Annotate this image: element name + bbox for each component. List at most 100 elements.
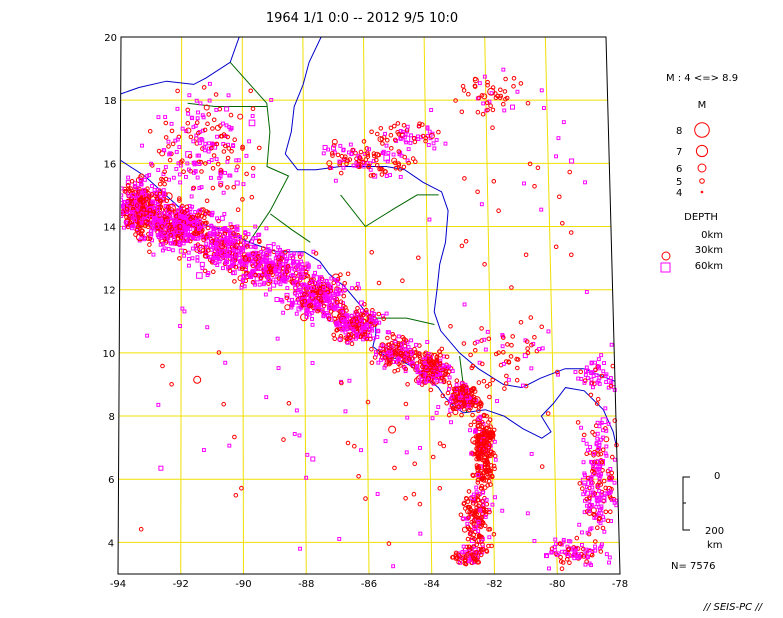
event-intermediate [284, 292, 290, 298]
event-intermediate [274, 297, 280, 302]
event-shallow [392, 369, 397, 374]
event-intermediate [239, 285, 244, 290]
event-intermediate [166, 139, 171, 144]
event-shallow [225, 155, 231, 161]
event-intermediate [336, 281, 341, 286]
event-shallow [608, 383, 614, 389]
event-intermediate [304, 475, 309, 480]
event-intermediate [376, 360, 381, 365]
event-shallow [237, 113, 244, 120]
country-border [187, 102, 267, 107]
event-intermediate [205, 255, 210, 259]
event-shallow [467, 399, 473, 405]
event-intermediate [295, 259, 300, 264]
event-shallow [435, 362, 440, 368]
event-intermediate [182, 224, 187, 229]
event-intermediate [418, 531, 423, 536]
event-intermediate [192, 222, 196, 226]
event-intermediate [319, 275, 324, 280]
event-intermediate [176, 230, 181, 235]
event-intermediate [257, 282, 262, 287]
event-intermediate [271, 277, 276, 282]
event-shallow [393, 350, 399, 356]
event-shallow [478, 485, 484, 491]
event-shallow [343, 305, 348, 310]
event-intermediate [224, 123, 229, 128]
event-intermediate [383, 131, 387, 136]
event-shallow [567, 560, 572, 566]
event-intermediate [166, 236, 171, 241]
event-shallow [469, 552, 475, 557]
event-shallow [368, 173, 374, 178]
event-intermediate [305, 284, 310, 289]
event-intermediate [476, 415, 482, 421]
event-intermediate [180, 126, 185, 131]
event-shallow [331, 138, 338, 145]
event-shallow [235, 164, 240, 169]
event-shallow [470, 535, 475, 541]
event-intermediate [156, 168, 161, 172]
event-intermediate [447, 375, 452, 380]
event-intermediate [156, 206, 160, 211]
event-intermediate [171, 220, 176, 224]
event-shallow [400, 278, 405, 284]
event-intermediate [593, 360, 597, 365]
event-intermediate [247, 253, 252, 258]
event-intermediate [601, 435, 606, 440]
event-intermediate [386, 350, 391, 355]
event-intermediate [177, 240, 182, 245]
event-intermediate [402, 135, 407, 140]
event-shallow [173, 213, 179, 219]
event-shallow [218, 133, 224, 139]
event-shallow [202, 268, 208, 274]
event-intermediate [583, 547, 589, 553]
event-intermediate [478, 508, 483, 513]
event-intermediate [167, 152, 172, 157]
event-intermediate [293, 285, 299, 291]
event-intermediate [589, 371, 593, 375]
event-shallow [564, 557, 570, 562]
event-intermediate [142, 237, 147, 242]
magnitude-label: 7 [676, 147, 682, 158]
event-shallow [466, 407, 472, 413]
event-shallow [393, 165, 399, 171]
event-intermediate [607, 491, 612, 496]
event-shallow [438, 353, 443, 358]
event-shallow [177, 198, 182, 203]
event-shallow [159, 150, 166, 157]
event-intermediate [587, 503, 593, 509]
earthquake-events [121, 67, 619, 572]
event-shallow [560, 560, 566, 565]
event-intermediate [604, 453, 609, 458]
lat-tick-label: 20 [104, 33, 117, 44]
event-shallow [490, 107, 496, 113]
event-intermediate [207, 141, 211, 146]
event-shallow [187, 238, 193, 244]
event-intermediate [178, 248, 184, 254]
event-shallow [225, 134, 230, 140]
event-shallow [473, 509, 479, 515]
lat-tick-label: 12 [103, 286, 116, 297]
event-intermediate [482, 337, 487, 342]
event-shallow [211, 153, 217, 158]
event-intermediate [130, 226, 134, 231]
event-intermediate [294, 311, 299, 316]
event-intermediate [596, 357, 601, 362]
event-intermediate [403, 369, 408, 374]
event-shallow [397, 166, 403, 172]
event-intermediate [549, 550, 554, 555]
event-shallow [361, 312, 366, 318]
event-shallow [284, 295, 290, 301]
event-shallow [354, 286, 359, 291]
event-intermediate [198, 101, 203, 106]
event-intermediate [174, 150, 179, 154]
event-intermediate [182, 212, 187, 217]
event-shallow [487, 417, 493, 423]
magnitude-range: M : 4 <=> 8.9 [666, 73, 738, 84]
event-intermediate [195, 153, 200, 158]
event-shallow [363, 496, 368, 501]
event-shallow [385, 137, 390, 143]
lat-tick-label: 8 [109, 412, 115, 423]
event-shallow [459, 243, 465, 249]
depth-scale-bottom: 200 [705, 526, 724, 537]
